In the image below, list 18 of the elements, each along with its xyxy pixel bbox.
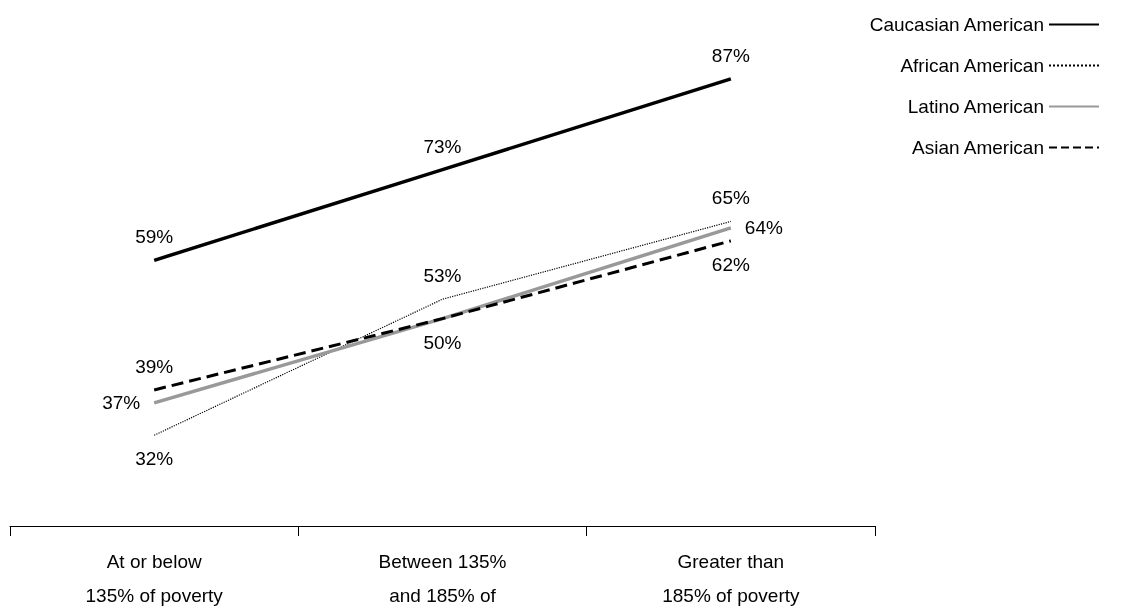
data-label: 64% bbox=[744, 217, 783, 239]
data-label: 62% bbox=[711, 253, 750, 275]
data-label: 73% bbox=[423, 135, 462, 157]
legend-label: Caucasian American bbox=[869, 14, 1044, 35]
legend-label: Latino American bbox=[907, 96, 1044, 117]
data-label: 37% bbox=[102, 392, 141, 414]
legend-label: African American bbox=[900, 55, 1044, 76]
x-tick-label: At or below 135% of poverty bbox=[85, 550, 224, 606]
x-tick-label: Between 135% and 185% of bbox=[378, 550, 507, 606]
data-label: 32% bbox=[135, 448, 174, 470]
data-label: 59% bbox=[135, 226, 174, 248]
data-label: 87% bbox=[711, 44, 750, 66]
x-tick-label: Greater than 185% of poverty bbox=[662, 550, 800, 606]
data-label: 65% bbox=[711, 187, 750, 209]
data-label: 50% bbox=[423, 331, 462, 353]
data-label: 53% bbox=[423, 265, 462, 287]
legend-label: Asian American bbox=[911, 137, 1044, 158]
data-label: 39% bbox=[135, 355, 174, 377]
